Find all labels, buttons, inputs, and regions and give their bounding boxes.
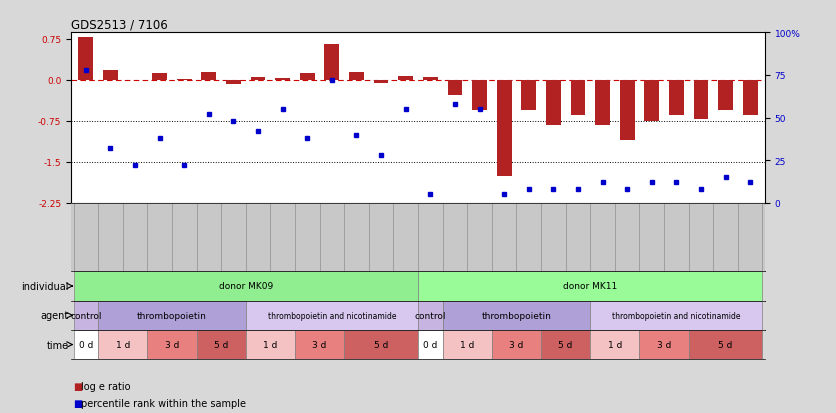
Bar (619, 81, 635, 141)
Text: 0 d: 0 d (423, 340, 437, 349)
Text: 3 d: 3 d (657, 340, 671, 349)
Text: 3 d: 3 d (313, 340, 327, 349)
Text: control: control (415, 311, 446, 320)
Text: time: time (47, 340, 69, 350)
Text: 5 d: 5 d (374, 340, 388, 349)
Bar (147, 330, 196, 359)
Text: 5 d: 5 d (214, 340, 228, 349)
Text: GDS2513 / 7106: GDS2513 / 7106 (71, 19, 168, 32)
Bar (541, 330, 590, 359)
Text: 5 d: 5 d (718, 340, 733, 349)
Text: agent: agent (40, 311, 69, 320)
Text: 3 d: 3 d (509, 340, 523, 349)
Bar (546, 81, 561, 126)
Bar (418, 330, 442, 359)
Bar (645, 81, 659, 122)
Bar (743, 81, 757, 116)
Bar (98, 330, 147, 359)
Text: 1 d: 1 d (263, 340, 278, 349)
Bar (590, 301, 762, 330)
Text: control: control (70, 311, 101, 320)
Bar (492, 330, 541, 359)
Text: donor MK11: donor MK11 (563, 282, 617, 291)
Bar (295, 330, 344, 359)
Bar (300, 74, 314, 81)
Text: ■: ■ (73, 398, 82, 408)
Text: thrombopoietin: thrombopoietin (137, 311, 206, 320)
Bar (418, 272, 762, 301)
Bar (689, 330, 762, 359)
Text: individual: individual (21, 281, 69, 291)
Bar (423, 78, 438, 81)
Bar (447, 81, 462, 96)
Bar (246, 330, 295, 359)
Bar (226, 81, 241, 85)
Text: 1 d: 1 d (608, 340, 622, 349)
Bar (442, 301, 590, 330)
Bar (418, 301, 442, 330)
Bar (669, 81, 684, 116)
Text: thrombopoietin and nicotinamide: thrombopoietin and nicotinamide (268, 311, 396, 320)
Bar (74, 330, 98, 359)
Bar (251, 78, 266, 81)
Bar (344, 330, 418, 359)
Bar (472, 81, 487, 111)
Bar (103, 71, 118, 81)
Bar (374, 81, 389, 84)
Text: 5 d: 5 d (558, 340, 573, 349)
Bar (201, 73, 217, 81)
Text: thrombopoietin: thrombopoietin (482, 311, 552, 320)
Bar (74, 272, 418, 301)
Bar (79, 38, 93, 81)
Text: 3 d: 3 d (165, 340, 179, 349)
Text: 1 d: 1 d (460, 340, 474, 349)
Bar (177, 80, 191, 81)
Bar (324, 45, 339, 81)
Bar (442, 330, 492, 359)
Bar (246, 301, 418, 330)
Bar (497, 81, 512, 176)
Bar (275, 78, 290, 81)
Bar (152, 74, 167, 81)
Text: 0 d: 0 d (79, 340, 93, 349)
Bar (570, 81, 585, 116)
Bar (718, 81, 733, 111)
Bar (640, 330, 689, 359)
Bar (694, 81, 708, 120)
Text: log e ratio: log e ratio (81, 381, 130, 391)
Text: percentile rank within the sample: percentile rank within the sample (81, 398, 246, 408)
Bar (349, 73, 364, 81)
Bar (590, 330, 640, 359)
Bar (196, 330, 246, 359)
Bar (595, 81, 610, 126)
Bar (398, 76, 413, 81)
Bar (74, 301, 98, 330)
Bar (522, 81, 536, 111)
Text: donor MK09: donor MK09 (219, 282, 273, 291)
Text: thrombopoietin and nicotinamide: thrombopoietin and nicotinamide (612, 311, 741, 320)
Text: ■: ■ (73, 381, 82, 391)
Bar (98, 301, 246, 330)
Text: 1 d: 1 d (115, 340, 130, 349)
